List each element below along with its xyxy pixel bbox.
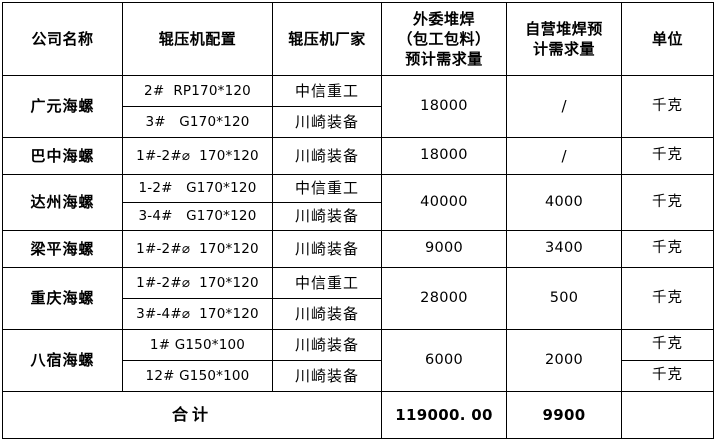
header-outsourced-line2: （包工包料） — [397, 29, 491, 48]
cell-vendor: 川崎装备 — [272, 202, 382, 231]
table-header-row: 公司名称 辊压机配置 辊压机厂家 外委堆焊 （包工包料） 预计需求量 自营堆焊预… — [2, 2, 714, 76]
cell-outsourced-qty: 9000 — [381, 230, 507, 268]
cell-outsourced-qty: 40000 — [381, 174, 507, 231]
cell-company: 巴中海螺 — [2, 137, 123, 175]
cell-config: 1# G150*100 — [122, 329, 273, 361]
cell-outsourced-qty: 28000 — [381, 267, 507, 330]
cell-vendor: 川崎装备 — [272, 230, 382, 268]
header-outsourced-line3: 预计需求量 — [405, 50, 483, 69]
cell-config: 3# G170*120 — [122, 106, 273, 138]
cell-outsourced-qty: 18000 — [381, 137, 507, 175]
cell-vendor: 川崎装备 — [272, 298, 382, 330]
header-selfoperated-welding: 自营堆焊预 计需求量 — [506, 2, 622, 76]
header-vendor: 辊压机厂家 — [272, 2, 382, 76]
table-row: 广元海螺 2# RP170*120 中信重工 18000 / 千克 — [2, 75, 714, 138]
header-config: 辊压机配置 — [122, 2, 273, 76]
table-row: 八宿海螺 1# G150*100 川崎装备 6000 2000 千克 — [2, 329, 714, 392]
table-total-row: 合计 119000. 00 9900 — [2, 391, 714, 439]
cell-selfoperated-qty: / — [506, 75, 622, 138]
cell-company: 达州海螺 — [2, 174, 123, 231]
cell-config: 2# RP170*120 — [122, 75, 273, 107]
cell-company: 八宿海螺 — [2, 329, 123, 392]
cell-company: 梁平海螺 — [2, 230, 123, 268]
cell-vendor: 川崎装备 — [272, 360, 382, 392]
cell-unit: 千克 — [621, 230, 714, 268]
cell-total-selfoperated: 9900 — [506, 391, 622, 439]
cell-config: 3-4# G170*120 — [122, 202, 273, 231]
header-outsourced-welding: 外委堆焊 （包工包料） 预计需求量 — [381, 2, 507, 76]
cell-total-unit — [621, 391, 714, 439]
table-row: 达州海螺 1-2# G170*120 中信重工 40000 4000 千克 — [2, 174, 714, 231]
cell-vendor: 川崎装备 — [272, 137, 382, 175]
cell-outsourced-qty: 18000 — [381, 75, 507, 138]
table-row: 重庆海螺 1#-2#⌀ 170*120 中信重工 28000 500 千克 — [2, 267, 714, 330]
cell-config: 1#-2#⌀ 170*120 — [122, 137, 273, 175]
cell-config: 1#-2#⌀ 170*120 — [122, 230, 273, 268]
cell-config: 3#-4#⌀ 170*120 — [122, 298, 273, 330]
cell-unit: 千克 — [621, 267, 714, 330]
cell-unit: 千克 — [621, 137, 714, 175]
cell-unit: 千克 — [621, 174, 714, 231]
cell-selfoperated-qty: 3400 — [506, 230, 622, 268]
cell-vendor: 川崎装备 — [272, 106, 382, 138]
table-row: 12# G150*100 川崎装备 千克 — [3, 360, 714, 392]
table-row: 3# G170*120 川崎装备 — [3, 106, 714, 138]
cell-company: 重庆海螺 — [2, 267, 123, 330]
header-company: 公司名称 — [2, 2, 123, 76]
cell-config: 1-2# G170*120 — [122, 174, 273, 203]
cell-vendor: 中信重工 — [272, 267, 382, 299]
cell-company: 广元海螺 — [2, 75, 123, 138]
table-row: 巴中海螺 1#-2#⌀ 170*120 川崎装备 18000 / 千克 — [2, 137, 714, 175]
cell-unit: 千克 — [621, 360, 714, 392]
cell-total-label: 合计 — [2, 391, 382, 439]
cell-vendor: 中信重工 — [272, 75, 382, 107]
cell-unit: 千克 — [621, 75, 714, 138]
cell-unit: 千克 — [621, 329, 714, 361]
header-selfop-line1: 自营堆焊预 — [525, 19, 603, 38]
cell-selfoperated-qty: 2000 — [506, 329, 622, 392]
table-row: 梁平海螺 1#-2#⌀ 170*120 川崎装备 9000 3400 千克 — [2, 230, 714, 268]
table-row: 3-4# G170*120 川崎装备 — [3, 202, 714, 231]
table-row: 3#-4#⌀ 170*120 川崎装备 — [3, 298, 714, 330]
header-selfop-line2: 计需求量 — [532, 40, 595, 58]
cell-selfoperated-qty: 500 — [506, 267, 622, 330]
cell-outsourced-qty: 6000 — [381, 329, 507, 392]
header-outsourced-line1: 外委堆焊 — [412, 9, 475, 28]
cell-config: 12# G150*100 — [122, 360, 273, 392]
header-unit: 单位 — [621, 2, 714, 76]
cell-total-outsourced: 119000. 00 — [381, 391, 507, 439]
cell-selfoperated-qty: 4000 — [506, 174, 622, 231]
cell-config: 1#-2#⌀ 170*120 — [122, 267, 273, 299]
cell-vendor: 中信重工 — [272, 174, 382, 203]
cell-selfoperated-qty: / — [506, 137, 622, 175]
cell-vendor: 川崎装备 — [272, 329, 382, 361]
